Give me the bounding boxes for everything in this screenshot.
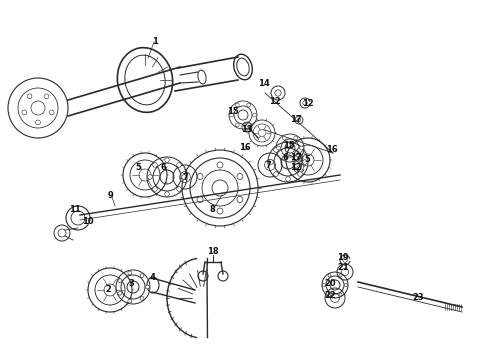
Text: 2: 2 bbox=[105, 285, 111, 294]
Text: 17: 17 bbox=[290, 153, 302, 162]
Text: 16: 16 bbox=[326, 145, 338, 154]
Text: 15: 15 bbox=[283, 140, 295, 149]
Text: 7: 7 bbox=[265, 161, 271, 170]
Circle shape bbox=[140, 274, 144, 278]
Circle shape bbox=[303, 160, 307, 164]
Text: 6: 6 bbox=[160, 163, 166, 172]
Text: 8: 8 bbox=[209, 206, 215, 215]
Text: 9: 9 bbox=[107, 192, 113, 201]
Circle shape bbox=[274, 172, 278, 176]
Text: 5: 5 bbox=[304, 156, 310, 165]
Circle shape bbox=[177, 163, 181, 167]
Text: 12: 12 bbox=[269, 98, 281, 107]
Text: 13: 13 bbox=[241, 126, 253, 135]
Text: 22: 22 bbox=[324, 291, 336, 300]
Circle shape bbox=[298, 148, 302, 152]
Text: 21: 21 bbox=[337, 264, 349, 273]
Circle shape bbox=[165, 192, 169, 196]
Circle shape bbox=[128, 299, 132, 303]
Text: 18: 18 bbox=[207, 248, 219, 256]
Circle shape bbox=[328, 293, 331, 296]
Circle shape bbox=[253, 113, 256, 117]
Text: 3: 3 bbox=[128, 279, 134, 288]
Circle shape bbox=[147, 175, 152, 179]
Text: 23: 23 bbox=[412, 293, 424, 302]
Circle shape bbox=[230, 113, 233, 117]
Circle shape bbox=[328, 274, 331, 277]
Circle shape bbox=[286, 143, 290, 147]
Text: 19: 19 bbox=[337, 252, 349, 261]
Circle shape bbox=[235, 103, 239, 107]
Circle shape bbox=[269, 160, 273, 164]
Text: 7: 7 bbox=[182, 174, 188, 183]
Circle shape bbox=[165, 158, 169, 162]
Text: 14: 14 bbox=[258, 78, 270, 87]
Circle shape bbox=[339, 293, 342, 296]
Circle shape bbox=[282, 156, 286, 160]
Circle shape bbox=[339, 274, 342, 277]
Text: 15: 15 bbox=[227, 108, 239, 117]
Circle shape bbox=[298, 172, 302, 176]
Text: 1: 1 bbox=[152, 37, 158, 46]
Text: 20: 20 bbox=[324, 279, 336, 288]
Circle shape bbox=[274, 148, 278, 152]
Circle shape bbox=[294, 156, 297, 160]
Text: 5: 5 bbox=[135, 163, 141, 172]
Text: 16: 16 bbox=[239, 144, 251, 153]
Text: 4: 4 bbox=[149, 274, 155, 283]
Circle shape bbox=[153, 187, 157, 191]
Text: 17: 17 bbox=[290, 116, 302, 125]
Text: 6: 6 bbox=[282, 153, 288, 162]
Circle shape bbox=[247, 103, 251, 107]
Circle shape bbox=[282, 136, 286, 140]
Circle shape bbox=[276, 146, 280, 150]
Text: 12: 12 bbox=[290, 163, 302, 172]
Circle shape bbox=[247, 123, 251, 127]
Circle shape bbox=[146, 285, 149, 289]
Text: 12: 12 bbox=[302, 99, 314, 108]
Circle shape bbox=[299, 146, 303, 150]
Circle shape bbox=[286, 177, 290, 181]
Circle shape bbox=[118, 279, 122, 283]
Circle shape bbox=[322, 283, 325, 287]
Circle shape bbox=[177, 187, 181, 191]
Circle shape bbox=[294, 136, 297, 140]
Text: 11: 11 bbox=[69, 206, 81, 215]
Circle shape bbox=[140, 296, 144, 300]
Circle shape bbox=[344, 283, 347, 287]
Circle shape bbox=[235, 123, 239, 127]
Circle shape bbox=[153, 163, 157, 167]
Circle shape bbox=[128, 271, 132, 275]
Text: 10: 10 bbox=[82, 217, 94, 226]
Circle shape bbox=[182, 175, 186, 179]
Circle shape bbox=[118, 291, 122, 295]
